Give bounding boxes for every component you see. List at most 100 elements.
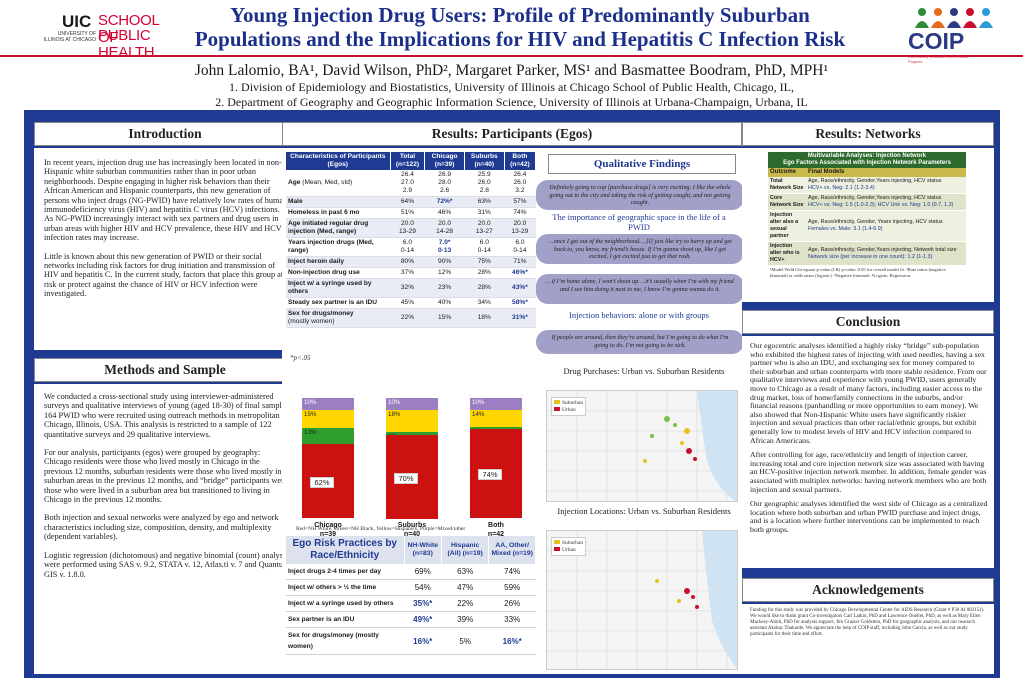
table-cell: 18% xyxy=(464,308,505,328)
map-1-legend-urban: Urban xyxy=(554,406,583,414)
methods-body: We conducted a cross-sectional study usi… xyxy=(44,392,290,588)
race-table-title: Ego Risk Practices by Race/Ethnicity xyxy=(286,536,405,564)
race-risk-table-body: Inject drugs 2-4 times per day 69% 63% 74% I… xyxy=(286,564,536,655)
row-label-suffix: (Mean, Med, std) xyxy=(300,179,353,186)
network-model-covariates: Age, Race/ethnicity, Gender,Years inject… xyxy=(808,195,942,201)
network-model-result: HCV+ vs. Neg: 1.5 (1.0-2.3); HCV Unk vs.… xyxy=(808,202,954,208)
participants-col-header: Characteristics of Participants (Egos) xyxy=(286,152,391,170)
table-cell: 20.0 14-28 xyxy=(424,218,465,238)
table-row: Injection alter also a sexual partner Age… xyxy=(768,210,966,242)
qualitative-title: Qualitative Findings xyxy=(548,154,736,174)
methods-p4: Logistic regression (dichotomous) and ne… xyxy=(44,550,290,579)
network-model-covariates: Age, Race/ethnicity, Gender, Years injec… xyxy=(808,219,943,225)
table-cell: 34% xyxy=(464,297,505,309)
affiliation-1: 1. Division of Epidemiology and Biostati… xyxy=(229,80,794,94)
table-cell: 16%* xyxy=(404,627,442,655)
bar-segment-nh-black xyxy=(386,431,438,436)
table-row: Inject drugs 2-4 times per day 69% 63% 74% xyxy=(286,564,536,580)
table-cell: 90% xyxy=(424,256,465,268)
table-row-label: Inject w/ a syringe used by others xyxy=(286,278,390,298)
bar-segment-nh-white xyxy=(302,410,354,428)
table-cell: 5% xyxy=(441,627,489,655)
conclusion-p1: Our egocentric analyses identified a hig… xyxy=(750,341,987,445)
race-row-label: Sex partner is an IDU xyxy=(286,611,404,628)
introduction-body: In recent years, injection drug use has … xyxy=(44,158,288,308)
table-row-label: Steady sex partner is an IDU xyxy=(286,297,390,309)
bar-value-label: 15% xyxy=(304,411,317,418)
row-label-main: Years injection drugs (Med, range) xyxy=(288,239,374,254)
acknowledgements-panel xyxy=(742,604,994,674)
row-label-main: Age xyxy=(288,179,301,186)
bar-value-label: 18% xyxy=(388,411,401,418)
map-1-legend: Suburban Urban xyxy=(551,397,587,417)
introduction-p2: Little is known about this new generatio… xyxy=(44,251,284,299)
methods-p1: We conducted a cross-sectional study usi… xyxy=(44,392,286,439)
map-1-legend-suburban: Suburban xyxy=(554,400,583,407)
qualitative-label-geography: The importance of geographic space in th… xyxy=(552,212,726,232)
table-cell: 22% xyxy=(390,308,425,328)
conclusion-panel xyxy=(742,336,994,568)
networks-col-outcome: Outcome xyxy=(770,169,797,175)
bar-segment-nh-black xyxy=(470,426,522,430)
bar-value-label: 62% xyxy=(310,477,334,489)
table-row: Years injection drugs (Med, range) 6.0 0-1… xyxy=(286,237,536,257)
table-row-label: Years injection drugs (Med, range) xyxy=(286,237,390,257)
table-row: Steady sex partner is an IDU 45% 40% 34% 58%… xyxy=(286,297,536,309)
table-cell: 37% xyxy=(390,267,425,279)
race-risk-table-header: Ego Risk Practices by Race/Ethnicity NH-W… xyxy=(286,536,536,564)
table-cell: 57% xyxy=(504,196,536,208)
table-cell: 64% xyxy=(390,196,425,208)
row-label-main: Homeless in past 6 mo xyxy=(288,209,360,216)
race-row-label: Inject drugs 2-4 times per day xyxy=(286,564,404,580)
table-cell: 43%* xyxy=(504,278,536,298)
network-model: Age, Race/ethnicity, Gender,Years inject… xyxy=(806,193,966,211)
map-2-legend: Suburban Urban xyxy=(551,537,587,557)
chart-legend: Red=NH White, Green=NH Black, Yellow=His… xyxy=(296,526,466,532)
bar-segment-mixed-other xyxy=(386,398,438,410)
table-row: Core Network Size Age, Race/ethnicity, Ge… xyxy=(768,193,966,211)
table-cell: 40% xyxy=(424,297,465,309)
participants-col-header: Chicago (n=39) xyxy=(424,152,465,170)
table-row: Sex for drugs/money (mostly women) 22% 15% 1… xyxy=(286,308,536,328)
methods-p2: For our analysis, participants (egos) we… xyxy=(44,448,288,505)
table-cell: 39% xyxy=(441,611,489,628)
table-row-label: Homeless in past 6 mo xyxy=(286,207,390,219)
table-cell: 69% xyxy=(404,564,442,580)
table-cell: 26% xyxy=(488,595,536,612)
quote-1: Definitely going to cop [purchase drugs]… xyxy=(536,180,744,210)
row-label-main: Age initiated regular drug injection (Me… xyxy=(288,220,369,235)
bar-segment-nh-white xyxy=(470,410,522,427)
race-col-header: NH-White (n=83) xyxy=(404,536,442,564)
header-divider xyxy=(0,55,1023,57)
acknowledgements-text: Funding for this study was provided by C… xyxy=(750,608,985,637)
title-line-2: Populations and the Implications for HIV… xyxy=(194,27,846,51)
row-label-main: Male xyxy=(288,198,303,205)
table-row-label: Age initiated regular drug injection (Me… xyxy=(286,218,390,238)
race-row-label: Sex for drugs/money (mostly women) xyxy=(286,627,404,655)
row-label-main: Steady sex partner is an IDU xyxy=(288,299,378,306)
table-cell: 31%* xyxy=(504,308,536,328)
participants-col-header: Both (n=42) xyxy=(504,152,537,170)
injection-locations-map: Suburban Urban xyxy=(546,530,738,670)
table-cell: 15% xyxy=(424,308,465,328)
table-row-label: Age (Mean, Med, std) xyxy=(286,170,390,197)
table-cell: 63% xyxy=(441,564,489,580)
conclusion-p2: After controlling for age, race/ethnicit… xyxy=(750,450,987,494)
table-cell: 28% xyxy=(464,267,505,279)
table-cell: 22% xyxy=(441,595,489,612)
quote-2: …once I get out of the neighborhood….[I]… xyxy=(536,234,744,264)
network-model: Age, Race/ethnicity, Gender,Years inject… xyxy=(806,177,966,194)
networks-table-caption-2: Ego Factors Associated with Injection Ne… xyxy=(783,160,951,166)
table-row-label: Male xyxy=(286,196,390,208)
introduction-panel xyxy=(34,148,296,350)
network-outcome: Injection alter also a sexual partner xyxy=(768,210,806,242)
table-cell: 26.4 27.0 2.9 xyxy=(390,170,425,197)
title-line-1: Young Injection Drug Users: Profile of P… xyxy=(230,3,810,27)
poster-title: Young Injection Drug Users: Profile of P… xyxy=(140,3,900,51)
table-cell: 6.0 0-14 xyxy=(390,237,425,257)
race-row-label: Inject w/ a syringe used by others xyxy=(286,595,404,612)
uic-small-text: UNIVERSITY OF ILLINOIS AT CHICAGO xyxy=(43,31,96,43)
bar-value-label: 74% xyxy=(478,469,502,481)
network-model-result: Females vs. Male: 3.1 (1.4-6.9) xyxy=(808,226,883,232)
